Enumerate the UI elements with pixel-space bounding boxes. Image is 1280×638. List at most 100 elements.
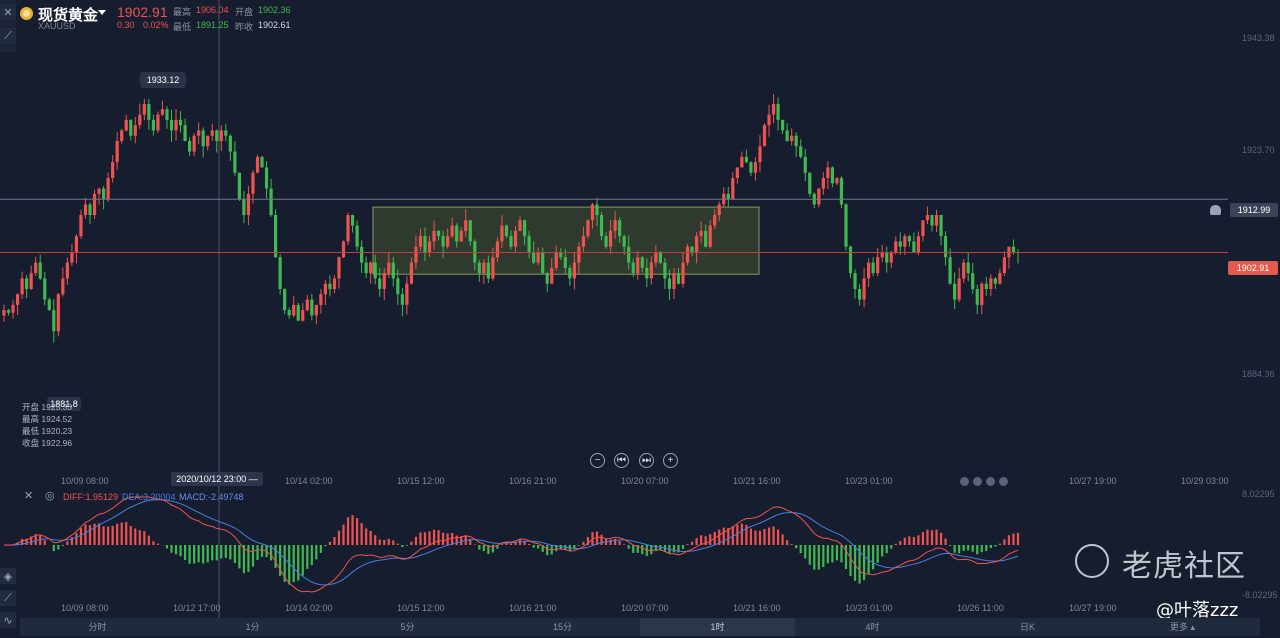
candle-body bbox=[124, 119, 128, 131]
candle-body bbox=[971, 273, 975, 289]
candle-body bbox=[1011, 246, 1016, 252]
tab-1hour[interactable]: 1时 bbox=[640, 618, 795, 636]
candle-body bbox=[65, 262, 69, 279]
open-label: 开盘 bbox=[235, 7, 254, 17]
candle-body bbox=[92, 193, 97, 215]
tab-5min[interactable]: 5分 bbox=[400, 622, 415, 632]
candle-body bbox=[735, 167, 739, 178]
candle-body bbox=[292, 304, 296, 316]
candle-body bbox=[482, 262, 486, 274]
tab-daily[interactable]: 日K bbox=[1019, 622, 1035, 632]
last-price-tag: 1902.91 bbox=[1228, 261, 1278, 275]
jump-end-button[interactable]: ⏭ bbox=[639, 453, 654, 468]
candle-body bbox=[219, 130, 223, 141]
settings-icon[interactable]: ◎ bbox=[45, 490, 55, 502]
candle-body bbox=[513, 230, 518, 247]
candle-body bbox=[79, 215, 83, 237]
macd-time-label: 10/27 19:00 bbox=[1069, 603, 1117, 613]
indicator-tool-icon[interactable]: ◈ bbox=[0, 568, 16, 584]
time-axis-label: 10/15 12:00 bbox=[397, 476, 445, 486]
tab-15min[interactable]: 15分 bbox=[552, 622, 572, 632]
zoom-in-button[interactable]: + bbox=[663, 453, 678, 468]
candle-body bbox=[993, 278, 997, 284]
candle-body bbox=[912, 241, 916, 252]
candle-body bbox=[857, 289, 862, 300]
candle-body bbox=[744, 156, 748, 163]
candle-body bbox=[790, 135, 794, 141]
time-axis-label: 10/14 02:00 bbox=[285, 476, 333, 486]
candle-body bbox=[310, 299, 314, 316]
low-label: 最低 bbox=[173, 22, 192, 32]
candle-body bbox=[332, 278, 337, 289]
high-value: 1906.04 bbox=[196, 5, 229, 15]
candle-body bbox=[278, 257, 282, 289]
tab-intraday[interactable]: 分时 bbox=[88, 622, 107, 632]
ohlc-close-value: 1922.96 bbox=[41, 438, 73, 448]
candle-body bbox=[785, 130, 789, 141]
ohlc-open-value: 1925.33 bbox=[41, 402, 73, 412]
candle-body bbox=[346, 215, 350, 242]
candle-body bbox=[758, 146, 762, 163]
macd-panel bbox=[3, 496, 1020, 593]
zoom-out-button[interactable]: − bbox=[590, 453, 605, 468]
candle-body bbox=[676, 273, 681, 284]
candle-body bbox=[52, 310, 56, 332]
candle-body bbox=[360, 246, 364, 263]
candle-body bbox=[215, 130, 219, 141]
open-value: 1902.36 bbox=[258, 5, 291, 15]
jump-start-button[interactable]: ⏮ bbox=[614, 453, 629, 468]
candle-body bbox=[169, 119, 174, 131]
candle-body bbox=[889, 252, 893, 263]
candle-body bbox=[767, 114, 771, 126]
candle-body bbox=[685, 246, 690, 263]
candle-body bbox=[296, 304, 300, 321]
candle-body bbox=[341, 241, 346, 258]
candle-body bbox=[178, 119, 183, 126]
drawing-tools[interactable] bbox=[960, 473, 1022, 487]
candle-body bbox=[817, 188, 821, 205]
candle-body bbox=[233, 151, 237, 173]
time-axis-label: 10/20 07:00 bbox=[621, 476, 669, 486]
candle-body bbox=[862, 278, 866, 300]
tab-4hour[interactable]: 4时 bbox=[865, 622, 880, 632]
chevron-down-icon[interactable] bbox=[98, 10, 106, 15]
price-change-pct: 0.02% bbox=[143, 20, 169, 30]
tab-more[interactable]: 更多 ▴ bbox=[1169, 622, 1196, 632]
candle-body bbox=[654, 252, 658, 263]
instrument-title[interactable]: 现货黄金 bbox=[38, 7, 99, 24]
candle-body bbox=[264, 167, 269, 189]
macd-time-label: 10/23 01:00 bbox=[845, 603, 893, 613]
candle-body bbox=[839, 178, 844, 205]
candle-body bbox=[590, 204, 595, 221]
candle-body bbox=[844, 204, 848, 247]
candle-body bbox=[11, 304, 15, 313]
candle-body bbox=[541, 252, 545, 274]
candlestick-series bbox=[2, 94, 1020, 343]
candle-body bbox=[38, 262, 42, 279]
candle-body bbox=[613, 220, 617, 231]
candle-body bbox=[821, 178, 825, 189]
wave-icon[interactable]: ∿ bbox=[0, 612, 16, 628]
ohlc-high-value: 1924.52 bbox=[41, 414, 73, 424]
draw-line-icon[interactable]: ⟋ bbox=[0, 590, 16, 606]
draw-tool-icon[interactable]: ⟋ bbox=[0, 28, 16, 44]
candle-body bbox=[726, 193, 730, 200]
candle-body bbox=[536, 252, 540, 263]
candle-body bbox=[387, 262, 391, 274]
candle-body bbox=[645, 267, 649, 279]
interval-tab-bar: 分时 1分 5分 15分 1时 4时 日K 更多 ▴ bbox=[20, 618, 1260, 636]
candle-body bbox=[667, 278, 672, 289]
ohlc-high-label: 最高 bbox=[22, 414, 40, 424]
macd-time-label: 10/21 16:00 bbox=[733, 603, 781, 613]
close-indicator-icon[interactable]: ✕ bbox=[24, 490, 34, 502]
candle-body bbox=[794, 135, 798, 147]
ohlc-close-label: 收盘 bbox=[22, 438, 40, 448]
alert-price-tag[interactable]: 1912.99 bbox=[1230, 203, 1278, 217]
diff-line bbox=[3, 496, 1019, 593]
close-icon[interactable]: ✕ bbox=[0, 4, 16, 20]
candle-body bbox=[916, 236, 921, 252]
bell-icon[interactable] bbox=[1210, 205, 1221, 215]
tab-1min[interactable]: 1分 bbox=[245, 622, 260, 632]
candle-body bbox=[939, 215, 943, 237]
